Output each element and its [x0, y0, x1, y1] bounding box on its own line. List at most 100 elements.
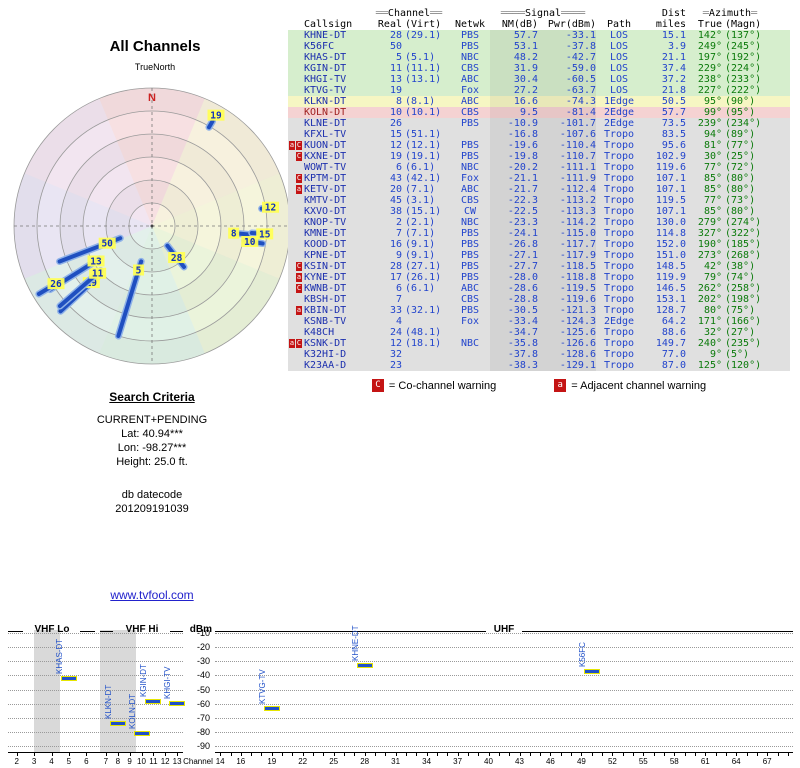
real-channel-cell: 50 — [389, 41, 402, 52]
power-cell: -117.7 — [538, 239, 596, 250]
network-cell: PBS — [460, 261, 480, 272]
azimuth-true-cell: 95° — [703, 96, 722, 107]
path-cell: Tropo — [603, 338, 635, 349]
table-row: C KWNB-DT 6 (6.1) ABC -28.6 -119.5 Tropo 146.5 26… — [288, 283, 790, 294]
azimuth-magn-cell: (80°) — [725, 173, 756, 184]
azimuth-true-cell: 227° — [697, 85, 722, 96]
channel-tick — [746, 752, 748, 756]
signal-bar-KGIN-DT — [145, 699, 162, 705]
channel-tick — [354, 752, 356, 756]
signal-bar-KHGI-TV — [169, 701, 186, 707]
channel-tick — [426, 752, 428, 756]
azimuth-magn-cell: (89°) — [725, 129, 756, 140]
noise-margin-cell: -16.8 — [490, 129, 538, 140]
path-cell: Tropo — [603, 228, 635, 239]
azimuth-magn-cell: (235°) — [725, 338, 762, 349]
network-cell: PBS — [460, 305, 480, 316]
channel-tick — [622, 752, 624, 756]
path-cell: 2Edge — [603, 118, 635, 129]
tvfool-link[interactable]: www.tvfool.com — [110, 588, 194, 602]
real-channel-cell: 33 — [389, 305, 402, 316]
real-channel-cell: 38 — [389, 206, 402, 217]
azimuth-magn-cell: (27°) — [725, 327, 756, 338]
network-cell: ABC — [460, 96, 480, 107]
real-channel-cell: 28 — [389, 30, 402, 41]
channel-tick — [416, 752, 418, 756]
path-cell: Tropo — [603, 272, 635, 283]
virtual-channel-cell: (9.1) — [405, 239, 436, 250]
channel-axis-title: Channel — [183, 757, 213, 766]
signal-bar-label-KTVG-TV: KTVG-TV — [257, 669, 267, 704]
noise-margin-cell: 48.2 — [490, 52, 538, 63]
search-criteria: Search Criteria CURRENT+PENDING Lat: 40.… — [52, 390, 252, 516]
channel-tick — [364, 752, 366, 756]
co-channel-flag-icon: C — [296, 174, 302, 183]
distance-cell: 146.5 — [655, 283, 686, 294]
azimuth-magn-cell: (198°) — [725, 294, 762, 305]
table-row: KNOP-TV 2 (2.1) NBC -23.3 -114.2 Tropo 130.0 279… — [288, 217, 790, 228]
virtual-channel-cell: (29.1) — [405, 30, 442, 41]
row-flags: C — [288, 173, 304, 184]
azimuth-true-cell: 273° — [697, 250, 722, 261]
callsign-cell: KLNE-DT — [304, 118, 347, 129]
network-cell: CBS — [460, 195, 480, 206]
co-channel-flag-icon: C — [296, 339, 302, 348]
channel-tick-label: 4 — [49, 757, 54, 766]
virtual-channel-cell: (32.1) — [405, 305, 442, 316]
channel-tick — [550, 752, 552, 756]
datecode-label: db datecode — [121, 489, 183, 501]
radar-label-highlight — [168, 252, 186, 264]
noise-margin-cell: -21.7 — [490, 184, 538, 195]
channel-tick-label: 34 — [422, 757, 432, 766]
real-channel-cell: 43 — [389, 173, 402, 184]
azimuth-magn-cell: (5°) — [725, 349, 750, 360]
table-row: a C KSNK-DT 12 (18.1) NBC -35.8 -126.6 Tropo 149.… — [288, 338, 790, 349]
path-cell: Tropo — [603, 261, 635, 272]
power-cell: -125.6 — [538, 327, 596, 338]
channel-tick-label: 31 — [391, 757, 401, 766]
callsign-cell: K32HI-D — [304, 349, 347, 360]
path-cell: Tropo — [603, 217, 635, 228]
channel-tick — [694, 752, 696, 756]
vhf-lo-header-rule — [80, 631, 95, 632]
radar-title: All Channels — [109, 38, 201, 55]
real-channel-cell: 7 — [395, 294, 402, 305]
noise-margin-cell: -19.6 — [490, 140, 538, 151]
gridline-uhf — [215, 746, 793, 747]
distance-cell: 64.2 — [661, 316, 686, 327]
channel-tick — [591, 752, 593, 756]
channel-tick — [302, 752, 304, 756]
channel-tick-label: 49 — [576, 757, 586, 766]
callsign-cell: KHAS-DT — [304, 52, 347, 63]
search-height: Height: 25.0 ft. — [116, 456, 188, 468]
azimuth-magn-cell: (234°) — [725, 118, 762, 129]
real-channel-cell: 9 — [395, 250, 402, 261]
virtual-channel-cell: (7.1) — [405, 228, 436, 239]
radar-label-highlight — [133, 264, 145, 276]
vhf-lo-shaded-band — [34, 630, 60, 752]
noise-margin-cell: -28.8 — [490, 294, 538, 305]
uhf-header: UHF — [493, 624, 515, 635]
channel-tick — [240, 752, 242, 756]
power-cell: -118.8 — [538, 272, 596, 283]
azimuth-magn-cell: (222°) — [725, 85, 762, 96]
channel-tick — [333, 752, 335, 756]
path-cell: Tropo — [603, 195, 635, 206]
real-channel-cell: 26 — [389, 118, 402, 129]
channel-tick — [705, 752, 707, 756]
network-cell: PBS — [460, 250, 480, 261]
dbm-tick-label: -40 — [196, 670, 210, 681]
azimuth-magn-cell: (137°) — [725, 30, 762, 41]
dbm-tick-label: -80 — [196, 726, 210, 737]
azimuth-true-cell: 85° — [703, 173, 722, 184]
column-header: (Magn) — [725, 19, 762, 30]
path-cell: Tropo — [603, 173, 635, 184]
vhf-lo-header-rule — [8, 631, 23, 632]
table-header-group-azimuth: ═Azimuth═ — [702, 8, 758, 19]
dbm-tick-label: -20 — [196, 642, 210, 653]
callsign-cell: KLKN-DT — [304, 96, 347, 107]
distance-cell: 21.8 — [661, 85, 686, 96]
gridline-uhf — [215, 675, 793, 677]
